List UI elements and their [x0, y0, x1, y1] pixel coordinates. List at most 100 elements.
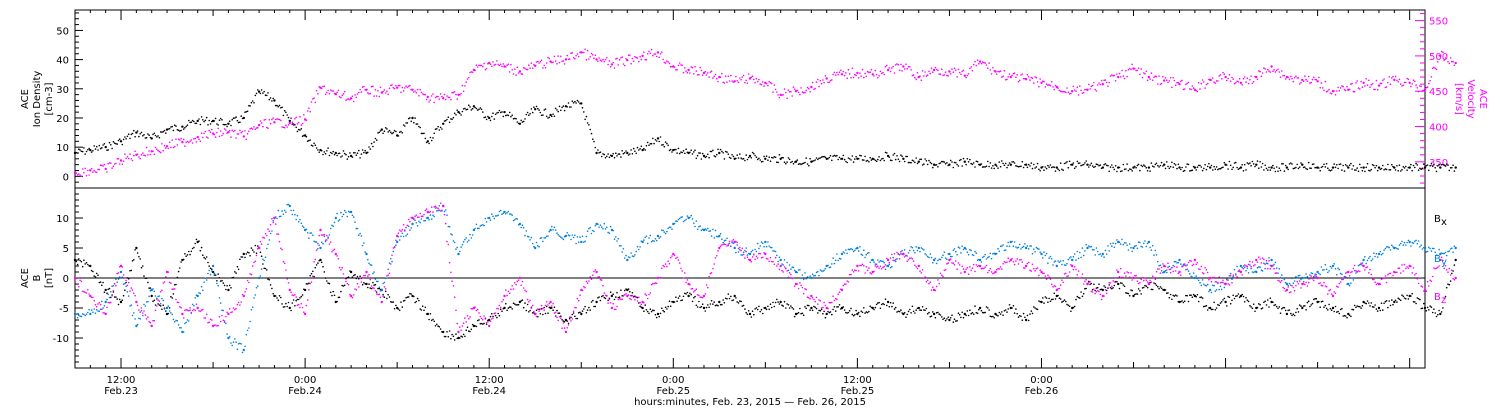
point-by: [1359, 263, 1361, 266]
point-bx: [1020, 315, 1022, 318]
point-density: [93, 145, 95, 147]
point-by: [328, 234, 331, 236]
point-bx: [444, 335, 447, 338]
point-velocity: [1149, 78, 1151, 80]
point-bz: [475, 309, 478, 312]
point-density: [891, 159, 893, 162]
point-bx: [617, 296, 620, 299]
point-velocity: [1293, 76, 1296, 79]
point-density: [356, 152, 359, 154]
point-bx: [514, 303, 516, 305]
point-velocity: [990, 73, 993, 75]
point-by: [390, 258, 392, 260]
point-density: [108, 141, 111, 144]
point-bx: [184, 253, 186, 255]
point-velocity: [1377, 84, 1381, 87]
point-velocity: [320, 87, 323, 89]
point-density: [704, 156, 707, 159]
point-bz: [324, 239, 327, 241]
point-velocity: [478, 64, 480, 67]
point-density: [1360, 166, 1362, 169]
point-velocity: [1169, 77, 1172, 79]
point-bx: [1236, 295, 1238, 297]
point-density: [257, 89, 259, 91]
point-by: [292, 209, 295, 212]
point-bz: [372, 286, 374, 289]
point-bx: [179, 267, 181, 269]
point-bx: [474, 325, 476, 327]
point-by: [1215, 289, 1218, 291]
point-density: [648, 144, 650, 146]
point-by: [1021, 246, 1024, 249]
point-velocity: [104, 167, 107, 171]
point-density: [681, 151, 683, 154]
point-velocity: [1315, 78, 1318, 81]
point-velocity: [1150, 72, 1153, 74]
point-bx: [935, 312, 938, 314]
point-density: [1256, 160, 1259, 162]
point-density: [700, 158, 703, 160]
point-density: [423, 132, 425, 135]
point-by: [599, 224, 602, 226]
point-velocity: [222, 132, 225, 135]
point-bx: [522, 306, 525, 309]
point-by: [1415, 239, 1417, 242]
point-bx: [140, 266, 143, 269]
point-bx: [327, 282, 329, 284]
point-by: [1371, 258, 1374, 260]
point-density: [759, 159, 761, 161]
point-velocity: [928, 70, 930, 73]
point-by: [728, 242, 731, 245]
point-by: [928, 256, 930, 259]
point-velocity: [176, 144, 179, 146]
point-bx: [983, 311, 985, 314]
point-bx: [84, 263, 86, 265]
point-bx: [332, 290, 335, 293]
point-bx: [629, 290, 631, 293]
point-bx: [1231, 299, 1233, 302]
point-by: [777, 260, 779, 263]
point-density: [204, 119, 207, 122]
point-velocity: [656, 51, 660, 54]
point-velocity: [1419, 85, 1421, 87]
point-bx: [627, 288, 630, 290]
point-velocity: [1002, 75, 1004, 78]
point-bx: [716, 304, 718, 306]
point-bx: [868, 310, 870, 313]
point-by: [705, 229, 708, 231]
point-bz: [421, 215, 424, 218]
point-bx: [1048, 297, 1050, 300]
point-bx: [138, 255, 140, 258]
point-bz: [646, 297, 649, 300]
point-bz: [149, 321, 152, 324]
point-bx: [667, 305, 669, 308]
point-by: [259, 275, 262, 277]
point-bx: [1268, 306, 1270, 308]
point-bx: [510, 306, 512, 309]
point-bx: [756, 308, 759, 311]
point-velocity: [190, 139, 193, 141]
point-bx: [1301, 306, 1304, 310]
point-bx: [1024, 316, 1026, 319]
point-bx: [1291, 314, 1293, 317]
point-by: [1403, 241, 1406, 244]
point-density: [410, 120, 413, 123]
point-bx: [1031, 312, 1034, 315]
point-density: [1346, 165, 1348, 167]
point-velocity: [626, 59, 629, 62]
point-bz: [499, 306, 502, 309]
point-density: [320, 149, 323, 152]
point-by: [444, 209, 447, 211]
point-velocity: [662, 58, 664, 61]
point-velocity: [540, 59, 543, 62]
point-by: [189, 309, 191, 311]
point-bx: [897, 310, 900, 313]
point-bz: [581, 289, 584, 292]
point-by: [1160, 269, 1163, 272]
point-density: [728, 156, 731, 159]
point-density: [985, 165, 988, 167]
point-bx: [779, 300, 782, 304]
point-bz: [655, 282, 658, 285]
point-density: [488, 116, 491, 120]
point-density: [88, 147, 90, 150]
